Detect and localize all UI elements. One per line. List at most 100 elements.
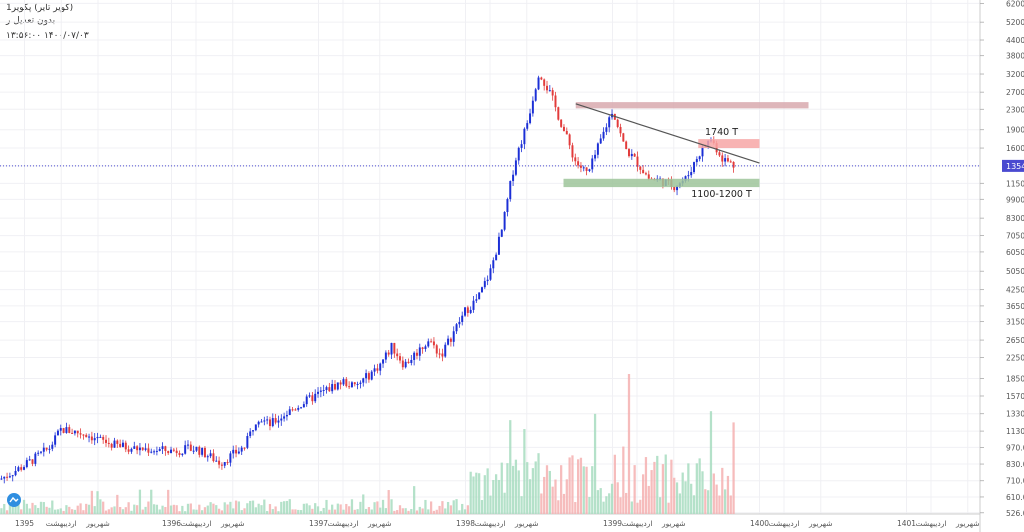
candle-body (413, 352, 416, 360)
y-tick-label: 970.00 (1006, 443, 1024, 452)
volume-bar (565, 479, 568, 514)
candle-body (317, 391, 320, 394)
y-tick-label: 1850.00 (1006, 374, 1024, 383)
candle-body (288, 409, 291, 415)
volume-bar (616, 482, 619, 514)
volume-bar (520, 496, 523, 514)
volume-bar (215, 505, 218, 514)
candle-body (198, 446, 201, 455)
volume-bar (610, 483, 614, 514)
candle-body (297, 407, 300, 410)
volume-bar (184, 511, 187, 514)
candle-body (65, 427, 68, 433)
candle-body (582, 167, 585, 169)
volume-bar (461, 503, 464, 514)
y-tick-label: 32000.00 (1006, 70, 1024, 79)
candle-body (153, 451, 156, 453)
y-tick-label: 52000.00 (1006, 18, 1024, 27)
candle-body (481, 287, 483, 293)
volume-bar (667, 502, 670, 514)
candle-body (113, 440, 116, 448)
volume-bar (169, 505, 173, 514)
volume-bar (249, 500, 252, 514)
volume-bar (48, 507, 51, 514)
volume-bar (93, 506, 96, 514)
candle-body (693, 162, 695, 173)
volume-bar (658, 497, 662, 514)
candle-body (164, 446, 167, 451)
volume-bar (602, 501, 605, 514)
zone-label: 1100-1200 T (691, 189, 752, 200)
candle-body (280, 418, 283, 421)
x-tick-label: 1397 (309, 519, 328, 528)
y-axis-labels: 526.00 610.00 710.00 830.00 970.00 1130.00 133… (980, 0, 1024, 518)
x-tick-label: 1396 (162, 519, 181, 528)
candle-body (334, 384, 336, 390)
candle-body (421, 347, 424, 349)
y-tick-label: 9900.00 (1006, 195, 1024, 204)
candle-body (415, 352, 418, 356)
volume-bar (302, 503, 306, 514)
volume-bar (96, 491, 99, 514)
candle-body (96, 436, 99, 439)
candle-body (34, 453, 37, 464)
volume-bar (709, 411, 713, 514)
volume-bar (305, 503, 308, 514)
volume-bar (53, 509, 57, 514)
candle-body (79, 433, 82, 435)
volume-bar (127, 502, 130, 514)
volume-bar (268, 504, 272, 514)
volume-bar (158, 509, 161, 514)
candle-body (449, 338, 452, 342)
candle-body (500, 229, 503, 237)
volume-bar (373, 502, 376, 514)
candle-body (455, 324, 458, 332)
candle-body (565, 130, 568, 135)
volume-bar (246, 503, 249, 514)
volume-bar (534, 461, 537, 514)
candle-body (17, 467, 20, 471)
volume-bar (367, 507, 371, 514)
candle-body (399, 356, 401, 361)
x-axis-labels: 1395 اردیبهشت شهریور 1396 اردیبهشت شهریور 1397… (15, 519, 980, 528)
logo-mark (9, 496, 19, 503)
volume-bars (0, 373, 735, 514)
volume-bar (336, 503, 339, 514)
candle-body (331, 384, 334, 392)
candle-body (175, 450, 178, 454)
candle-body (8, 476, 11, 478)
candle-body (252, 430, 254, 432)
candle-body (127, 449, 130, 452)
volume-bar (294, 509, 297, 514)
candle-body (192, 450, 195, 452)
candle-body (466, 307, 469, 313)
candle-body (726, 158, 729, 162)
y-tick-label: 7050.00 (1006, 232, 1024, 241)
volume-bar (314, 503, 317, 514)
candle-body (37, 452, 40, 454)
candle-body (195, 446, 198, 451)
volume-bar (240, 510, 243, 514)
candle-body (82, 434, 85, 436)
candle-body (257, 421, 260, 425)
candle-body (328, 387, 331, 392)
candle-body (203, 447, 206, 458)
candle-body (178, 453, 181, 455)
candle-body (243, 447, 246, 449)
volume-bar (167, 489, 170, 514)
candle-body (266, 419, 269, 421)
volume-bar (435, 509, 438, 514)
candle-body (435, 345, 438, 354)
volume-bar (690, 483, 693, 514)
candle-body (574, 157, 577, 162)
volume-bar (475, 472, 478, 514)
volume-bar (605, 496, 608, 514)
volume-bar (653, 461, 656, 514)
candle-body (353, 382, 356, 385)
candle-body (373, 368, 376, 372)
candle-body (187, 444, 189, 446)
volume-bar (107, 509, 110, 514)
volume-bar (483, 475, 486, 514)
y-tick-label: 23000.00 (1006, 105, 1024, 114)
